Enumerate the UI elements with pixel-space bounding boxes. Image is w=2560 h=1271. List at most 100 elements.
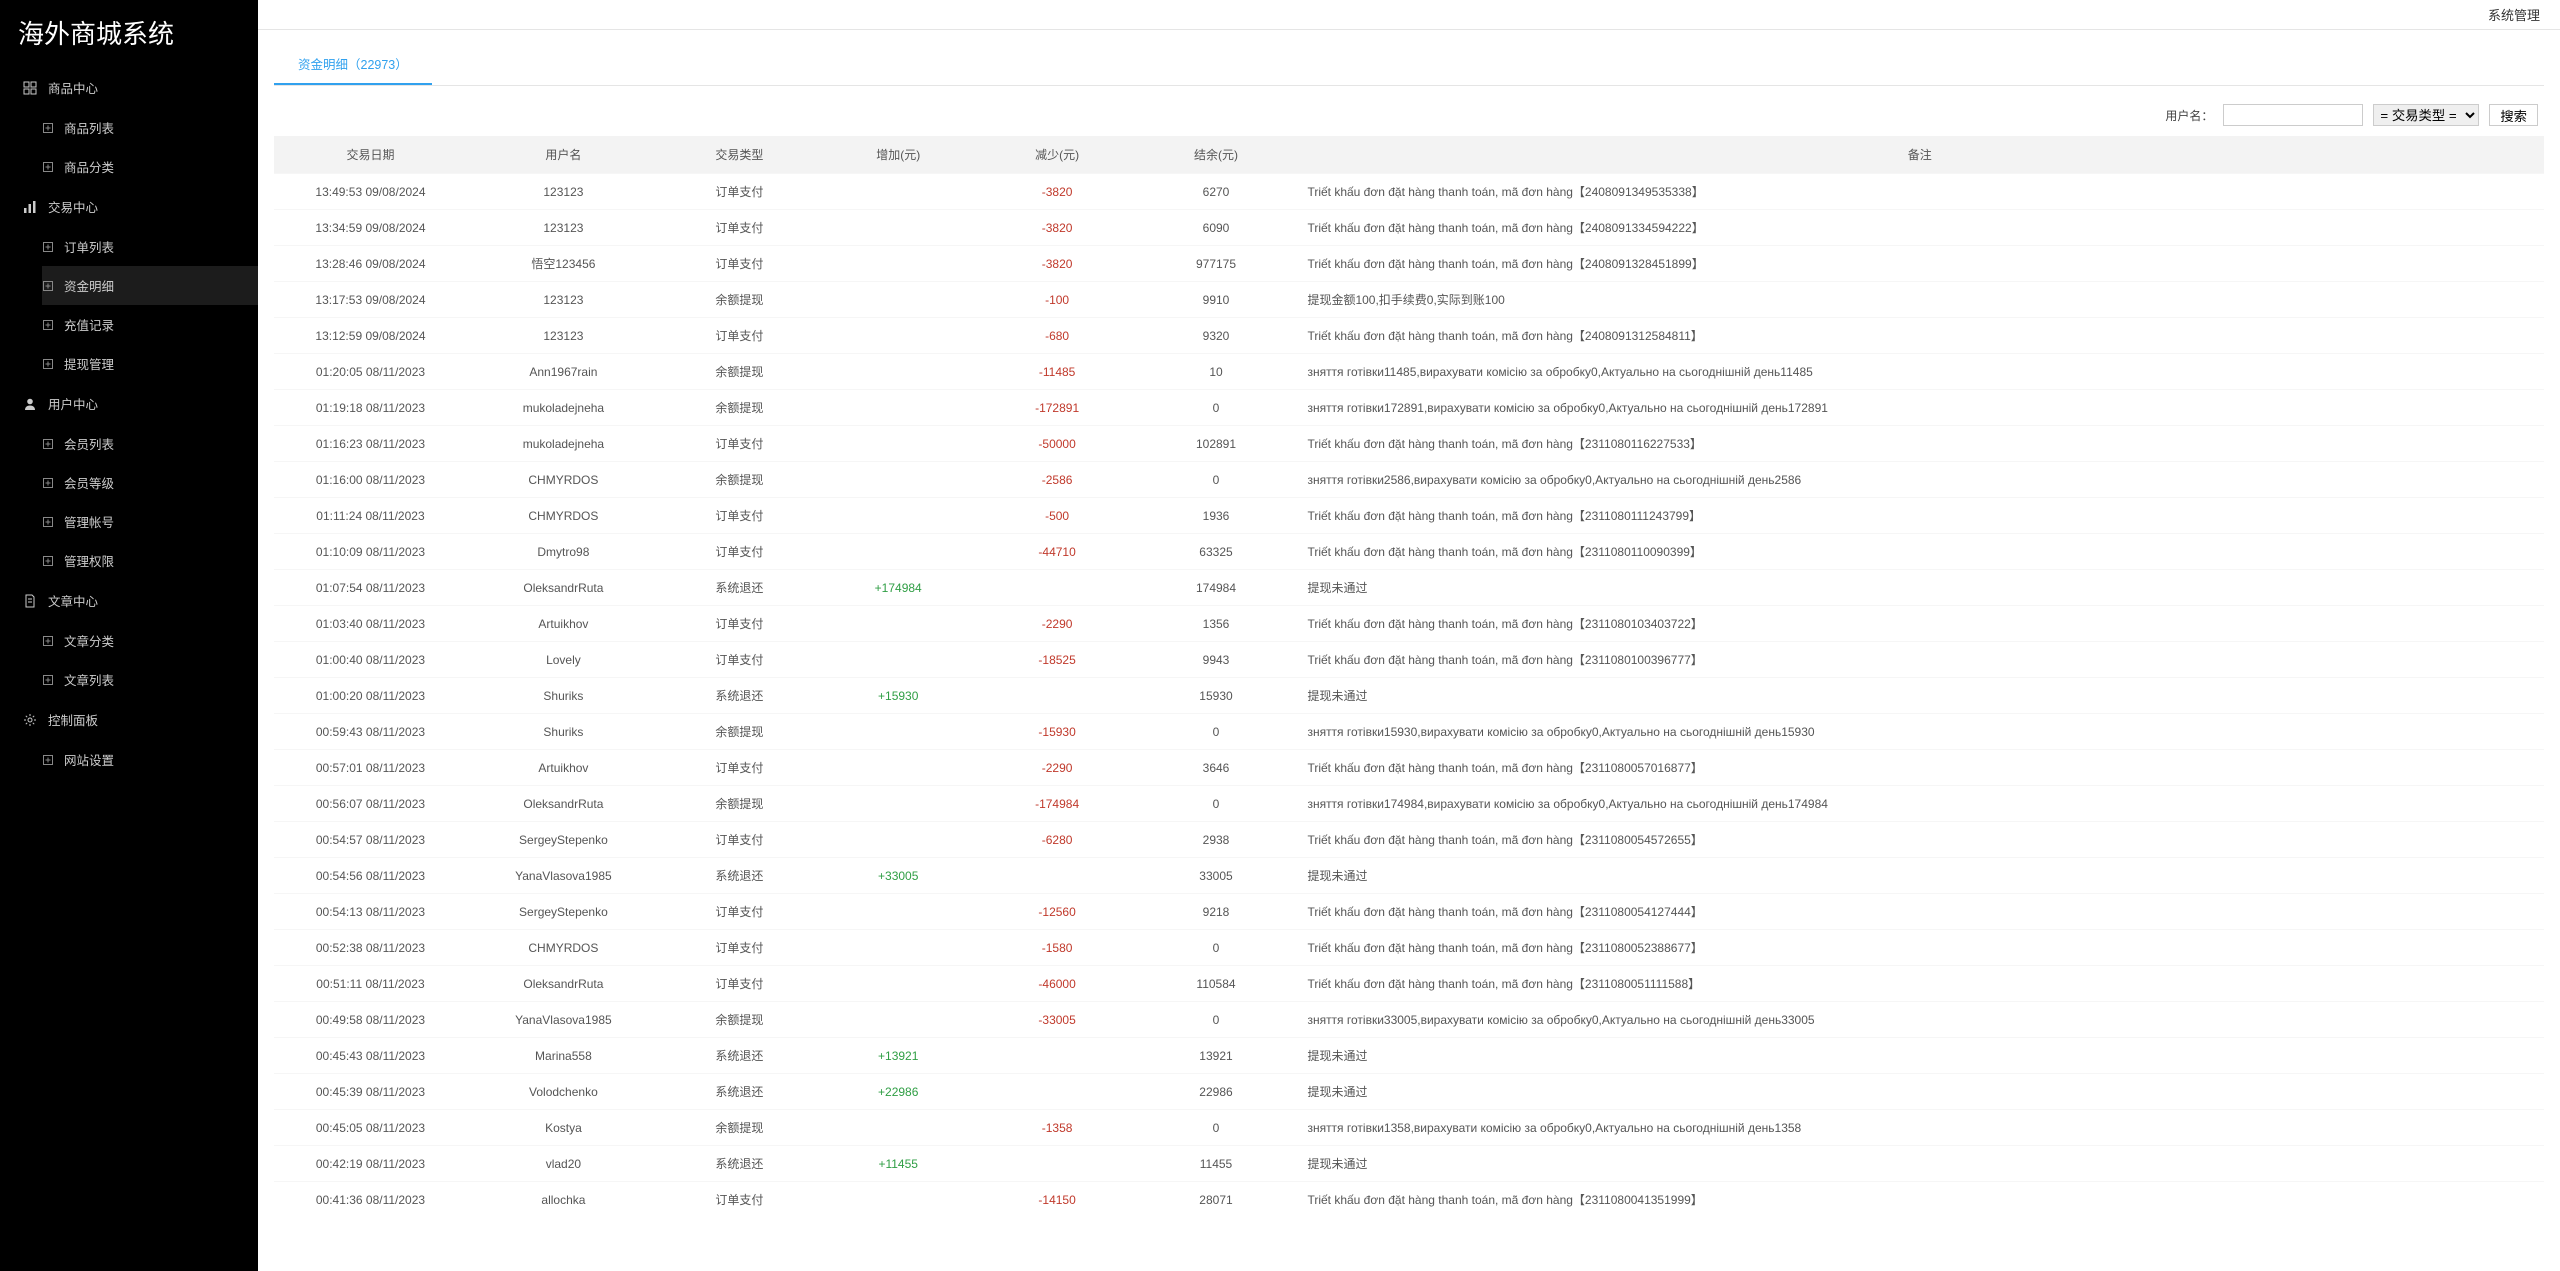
menu-item[interactable]: 管理权限 (42, 541, 258, 580)
cell-bal: 15930 (1137, 678, 1296, 714)
cell-dec: -14150 (978, 1182, 1137, 1218)
cell-dec: -100 (978, 282, 1137, 318)
cell-inc (819, 282, 978, 318)
menu-group[interactable]: 用户中心 (0, 383, 258, 424)
cell-type: 订单支付 (660, 606, 819, 642)
menu-item[interactable]: 充值记录 (42, 305, 258, 344)
cell-user: OleksandrRuta (467, 786, 660, 822)
cell-dec: -46000 (978, 966, 1137, 1002)
cell-dec: -174984 (978, 786, 1137, 822)
menu-item[interactable]: 文章列表 (42, 660, 258, 699)
menu-group-label: 交易中心 (48, 197, 98, 216)
cell-date: 00:56:07 08/11/2023 (274, 786, 467, 822)
username-label: 用户名： (2165, 107, 2213, 124)
plus-icon (42, 674, 54, 686)
column-header: 备注 (1295, 136, 2544, 174)
menu-item[interactable]: 管理帐号 (42, 502, 258, 541)
cell-type: 余额提现 (660, 282, 819, 318)
cell-user: Artuikhov (467, 606, 660, 642)
cell-bal: 977175 (1137, 246, 1296, 282)
cell-inc: +174984 (819, 570, 978, 606)
cell-type: 余额提现 (660, 354, 819, 390)
cell-user: YanaVlasova1985 (467, 858, 660, 894)
column-header: 减少(元) (978, 136, 1137, 174)
cell-user: mukoladejneha (467, 390, 660, 426)
menu-item[interactable]: 商品分类 (42, 147, 258, 186)
cell-type: 系统退还 (660, 1074, 819, 1110)
menu-group-label: 商品中心 (48, 78, 98, 97)
cell-inc (819, 966, 978, 1002)
cell-inc: +13921 (819, 1038, 978, 1074)
cell-dec (978, 1074, 1137, 1110)
cell-bal: 9320 (1137, 318, 1296, 354)
bars-icon (22, 200, 38, 214)
cell-bal: 11455 (1137, 1146, 1296, 1182)
cell-bal: 9910 (1137, 282, 1296, 318)
search-button[interactable]: 搜索 (2489, 104, 2538, 126)
table-row: 00:42:19 08/11/2023vlad20系统退还+1145511455… (274, 1146, 2544, 1182)
cell-inc: +33005 (819, 858, 978, 894)
menu-item[interactable]: 资金明细 (42, 266, 258, 305)
cell-inc (819, 246, 978, 282)
cell-dec: -3820 (978, 246, 1137, 282)
cell-inc (819, 1002, 978, 1038)
tabs: 资金明细（22973） (274, 46, 2544, 86)
cell-date: 01:16:23 08/11/2023 (274, 426, 467, 462)
menu-group[interactable]: 控制面板 (0, 699, 258, 740)
plus-icon (42, 241, 54, 253)
table-row: 01:20:05 08/11/2023Ann1967rain余额提现-11485… (274, 354, 2544, 390)
cell-type: 系统退还 (660, 1038, 819, 1074)
cell-inc (819, 1110, 978, 1146)
menu-item[interactable]: 会员等级 (42, 463, 258, 502)
cell-inc (819, 318, 978, 354)
cell-bal: 1356 (1137, 606, 1296, 642)
cell-remark: зняття готівки1358,вирахувати комісію за… (1295, 1110, 2544, 1146)
cell-inc (819, 786, 978, 822)
menu-item[interactable]: 会员列表 (42, 424, 258, 463)
tab-fund-detail[interactable]: 资金明细（22973） (274, 44, 432, 85)
content: 资金明细（22973） 用户名： = 交易类型 = 搜索 交易日期用户名交易类型… (258, 30, 2560, 1271)
menu-group-label: 控制面板 (48, 710, 98, 729)
menu-item[interactable]: 网站设置 (42, 740, 258, 779)
username-input[interactable] (2223, 104, 2363, 126)
menu-group[interactable]: 交易中心 (0, 186, 258, 227)
plus-icon (42, 122, 54, 134)
menu-item[interactable]: 商品列表 (42, 108, 258, 147)
cell-date: 01:20:05 08/11/2023 (274, 354, 467, 390)
menu-item-label: 网站设置 (64, 750, 114, 769)
cell-bal: 22986 (1137, 1074, 1296, 1110)
cell-type: 订单支付 (660, 642, 819, 678)
menu-item-label: 订单列表 (64, 237, 114, 256)
cell-inc (819, 354, 978, 390)
cell-bal: 9218 (1137, 894, 1296, 930)
table-row: 01:16:00 08/11/2023CHMYRDOS余额提现-25860зня… (274, 462, 2544, 498)
cell-remark: Triết khấu đơn đặt hàng thanh toán, mã đ… (1295, 966, 2544, 1002)
cell-remark: Triết khấu đơn đặt hàng thanh toán, mã đ… (1295, 894, 2544, 930)
menu-item[interactable]: 提现管理 (42, 344, 258, 383)
menu-group[interactable]: 商品中心 (0, 67, 258, 108)
cell-bal: 10 (1137, 354, 1296, 390)
table-row: 00:45:43 08/11/2023Marina558系统退还+1392113… (274, 1038, 2544, 1074)
table-row: 00:59:43 08/11/2023Shuriks余额提现-159300зня… (274, 714, 2544, 750)
cell-remark: Triết khấu đơn đặt hàng thanh toán, mã đ… (1295, 174, 2544, 210)
cell-inc (819, 426, 978, 462)
menu-item[interactable]: 订单列表 (42, 227, 258, 266)
menu-item-label: 资金明细 (64, 276, 114, 295)
menu-item[interactable]: 文章分类 (42, 621, 258, 660)
cell-date: 01:19:18 08/11/2023 (274, 390, 467, 426)
system-management-link[interactable]: 系统管理 (2488, 5, 2540, 24)
table-row: 00:45:05 08/11/2023Kostya余额提现-13580знятт… (274, 1110, 2544, 1146)
cell-bal: 0 (1137, 930, 1296, 966)
table-row: 00:52:38 08/11/2023CHMYRDOS订单支付-15800Tri… (274, 930, 2544, 966)
column-header: 增加(元) (819, 136, 978, 174)
cell-bal: 174984 (1137, 570, 1296, 606)
cell-date: 00:45:39 08/11/2023 (274, 1074, 467, 1110)
table-row: 01:11:24 08/11/2023CHMYRDOS订单支付-5001936T… (274, 498, 2544, 534)
cell-date: 13:49:53 09/08/2024 (274, 174, 467, 210)
transaction-type-select[interactable]: = 交易类型 = (2373, 104, 2479, 126)
cell-user: Dmytro98 (467, 534, 660, 570)
menu-group[interactable]: 文章中心 (0, 580, 258, 621)
cell-bal: 0 (1137, 714, 1296, 750)
cell-user: Artuikhov (467, 750, 660, 786)
cell-bal: 0 (1137, 1002, 1296, 1038)
